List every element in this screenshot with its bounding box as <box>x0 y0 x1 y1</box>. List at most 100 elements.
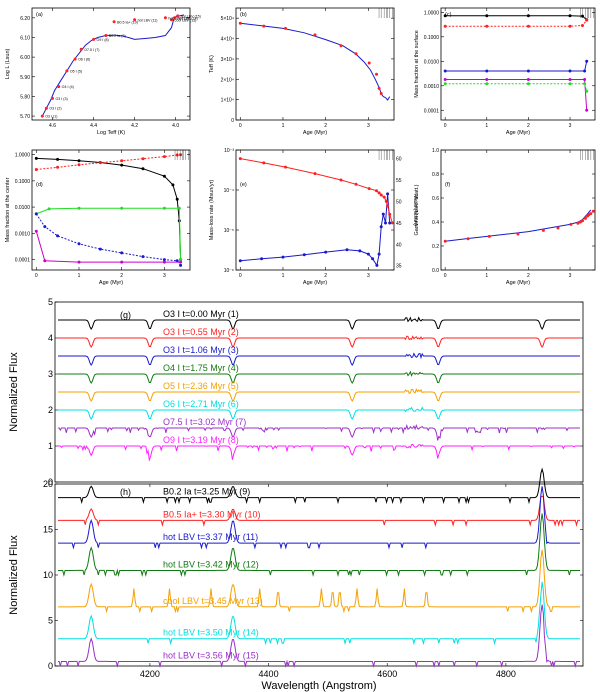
panel-e-series-mass-point <box>262 161 266 165</box>
spectrum-h-2-label: B0.5 Ia+ t=3.30 Myr (10) <box>163 509 261 519</box>
panel-e-xlabel: Age (Myr) <box>303 280 327 286</box>
panel-d-series-c-point <box>162 260 166 264</box>
panel-e-y2tick-label: 50 <box>396 199 402 205</box>
panel-g-frame <box>54 301 584 483</box>
panel-e-series-mass-loss-rate-point <box>388 221 392 225</box>
panel-f-series-models-point <box>541 228 545 232</box>
panel-d-series-n-point <box>162 206 166 210</box>
panel-f-ytick-label: 0.2 <box>432 244 439 250</box>
panel-d-ytick-label: 0.0010 <box>15 231 31 237</box>
panel-h-xlabel: Wavelength (Angstrom) <box>261 680 376 692</box>
panel-a-point-label: B0.5 Ia+ (10) <box>117 20 138 24</box>
panel-d-series-h-point <box>171 183 175 187</box>
panel-d-series-he-point <box>141 157 145 161</box>
panel-d-series-he-point <box>162 155 166 159</box>
panel-e-series-mass-point <box>238 157 242 161</box>
panel-a-xlabel: Log Teff (K) <box>97 130 125 136</box>
spectrum-g-6 <box>58 406 580 420</box>
panel-e-series-mass-point <box>377 191 381 195</box>
panel-h-ytick-label: 10 <box>43 570 53 580</box>
panel-c-series-n-point <box>485 69 489 73</box>
spectrum-g-7-label: O7.5 I t=3.02 Myr (7) <box>163 417 246 427</box>
panel-h-ytick-label: 0 <box>48 661 53 671</box>
panel-a-series-models-point <box>44 106 48 110</box>
panel-d-series-o-line <box>35 213 182 266</box>
panel-d-series-c-point <box>43 259 47 263</box>
panel-a-label: (a) <box>36 12 43 18</box>
panel-a-series-models-point <box>79 47 83 51</box>
panel-d-series-h-point <box>120 163 124 167</box>
panel-f-ylabel: Gamma (elec. scatt.) <box>414 184 420 235</box>
panel-a-point-label: hot LBV (11) <box>138 18 158 22</box>
panel-e-y2tick-label: 60 <box>396 157 402 163</box>
panel-a-xtick-label: 4.0 <box>172 123 179 129</box>
panel-e-ylabel: Mass-loss rate (Msun/yr) <box>209 180 215 241</box>
panel-d-frame <box>31 149 191 271</box>
panel-e-series-mass-loss-rate-point <box>381 212 385 216</box>
panel-c-ylabel: Mass fraction at the surface <box>414 30 420 98</box>
panel-a-series-models-point <box>163 16 167 20</box>
panel-a-point-label: O5 I (5) <box>70 69 82 73</box>
panel-h-ylabel: Normalized Flux <box>8 535 20 615</box>
panel-f-ytick-label: 1.0 <box>432 148 439 154</box>
panel-b-ytick-label: 5×10⁴ <box>221 16 234 22</box>
panel-a-series-models-point <box>51 96 54 100</box>
spectrum-h-2 <box>58 495 580 527</box>
panel-d-series-he-point <box>34 168 38 171</box>
panel-c-series-c-point <box>443 78 447 81</box>
spectrum-h-3 <box>58 486 580 550</box>
panel-f-xtick-label: 2 <box>527 273 530 279</box>
panel-e-series-mass-loss-rate-point <box>302 253 306 257</box>
panel-d-series-o-point <box>162 258 166 262</box>
panel-f-ytick-label: 0.4 <box>432 220 439 226</box>
panel-d-series-n-point <box>120 206 124 210</box>
panel-c-series-o-point <box>583 82 587 86</box>
panel-a-ytick-label: 6.00 <box>20 55 30 61</box>
panel-e-series-mass-point <box>367 187 371 191</box>
panel-a-series-models-point <box>170 18 173 22</box>
panel-c-series-he-point <box>581 24 584 27</box>
panel-c-ytick-label: 0.1000 <box>424 35 440 41</box>
panel-e-frame <box>235 149 395 271</box>
panel-e-series-mass-loss-rate-point <box>379 225 383 229</box>
panel-c-series-o-point <box>585 89 589 93</box>
spectrum-g-3 <box>58 352 580 366</box>
panel-d-ytick-label: 1.0000 <box>15 153 31 159</box>
panel-e-ytick-label: 10⁻⁶ <box>224 268 234 274</box>
panel-c-frame <box>440 7 596 121</box>
panel-c-series-c-point <box>583 78 587 81</box>
panel-a-point-label: O3 I (2) <box>49 107 61 111</box>
spectrum-h-5 <box>58 549 580 614</box>
panel-d-ytick-label: 0.1000 <box>15 179 31 185</box>
panel-a-xtick-label: 4.6 <box>49 123 56 129</box>
spectrum-h-1-label: B0.2 Ia t=3.25 Myr (9) <box>163 487 250 497</box>
panel-e-y2tick-label: 40 <box>396 242 402 248</box>
panel-b-series-models-point <box>375 72 378 76</box>
panel-e-series-mass-loss-rate-point <box>324 250 328 254</box>
panel-e-series-mass-loss-rate-point <box>384 221 387 225</box>
panel-d-label: (d) <box>36 182 43 188</box>
panel-d-series-c-point <box>179 260 183 264</box>
panel-b-label: (b) <box>240 12 247 18</box>
panel-c-series-n-point <box>443 69 447 73</box>
panel-c-series-n-point <box>583 69 587 73</box>
panel-d-series-h-point <box>162 174 166 178</box>
panel-e-series-mass-loss-rate-point <box>260 257 264 261</box>
panel-c-series-he-point <box>585 18 589 22</box>
panel-b-xlabel: Age (Myr) <box>303 130 327 136</box>
panel-d-series-he-point <box>56 165 60 169</box>
panel-d-series-he-point <box>179 153 183 157</box>
panel-e-series-mass-loss-rate-point <box>238 259 242 263</box>
panel-d-xtick-label: 3 <box>163 273 166 279</box>
panel-e-series-mass-point <box>379 193 383 197</box>
panel-g-ytick-label: 0 <box>48 477 53 487</box>
panel-a-series-models-point <box>40 114 44 118</box>
panel-e-series-mass-point <box>386 204 390 208</box>
panel-e-y2label: Mass (Msun) <box>412 194 418 226</box>
panel-h-xtick-label: 4800 <box>496 669 516 679</box>
panel-h-ytick-label: 5 <box>48 616 53 626</box>
panel-d-series-h-point <box>175 197 179 201</box>
panel-c-xtick-label: 3 <box>569 123 572 129</box>
panel-h-xtick-label: 4600 <box>377 669 397 679</box>
spectrum-h-4 <box>58 513 580 577</box>
